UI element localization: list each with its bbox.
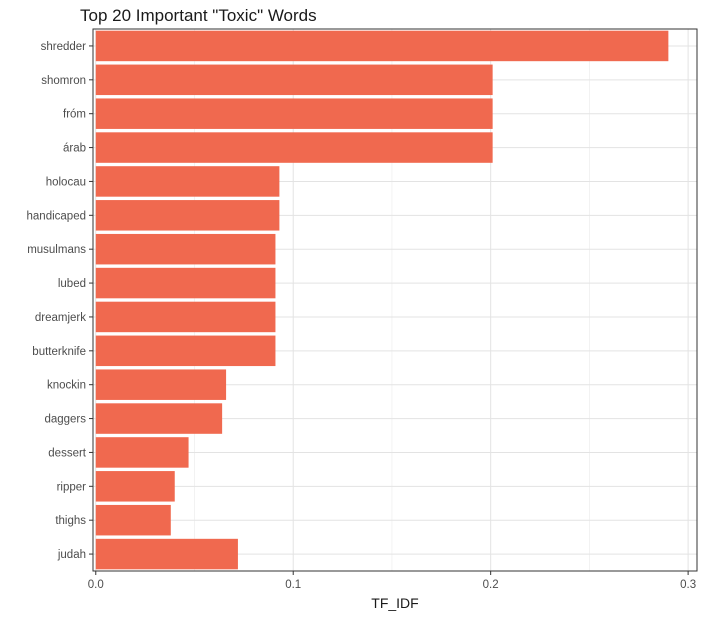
bar-knockin <box>95 369 227 400</box>
bar-daggers <box>95 403 223 434</box>
bar-butterknife <box>95 335 276 367</box>
bar-thighs <box>95 504 171 536</box>
y-axis-ticks: shredder shomron fróm árab holocau handicaped… <box>27 41 93 561</box>
x-axis-title: TF_IDF <box>371 595 418 611</box>
x-tick-label: 0.1 <box>285 579 301 591</box>
bars <box>95 30 669 570</box>
y-tick-label: thighs <box>55 515 86 527</box>
bar-ripper <box>95 471 175 502</box>
x-tick-label: 0.3 <box>680 579 696 591</box>
x-tick-label: 0.0 <box>88 579 104 591</box>
bar-fróm <box>95 98 493 129</box>
bar-lubed <box>95 267 276 299</box>
y-tick-label: butterknife <box>32 346 86 358</box>
bar-handicaped <box>95 200 280 231</box>
y-tick-label: shomron <box>41 75 86 87</box>
bar-shredder <box>95 30 669 62</box>
y-tick-label: holocau <box>46 176 86 188</box>
y-tick-label: musulmans <box>27 244 86 256</box>
y-tick-label: daggers <box>44 414 86 426</box>
bar-dessert <box>95 437 189 468</box>
bar-musulmans <box>95 233 276 265</box>
y-tick-label: lubed <box>58 278 86 290</box>
y-tick-label: fróm <box>63 109 86 121</box>
chart-title: Top 20 Important "Toxic" Words <box>80 6 317 25</box>
y-tick-label: knockin <box>47 380 86 392</box>
x-tick-label: 0.2 <box>483 579 499 591</box>
bar-dreamjerk <box>95 301 276 333</box>
y-tick-label: dessert <box>48 447 87 459</box>
y-tick-label: judah <box>57 549 86 561</box>
bar-holocau <box>95 166 280 197</box>
y-tick-label: shredder <box>41 41 87 53</box>
bar-judah <box>95 538 238 570</box>
bar-shomron <box>95 64 493 96</box>
y-tick-label: ripper <box>57 481 87 493</box>
y-tick-label: árab <box>63 143 86 155</box>
y-tick-label: handicaped <box>27 210 86 222</box>
plot-border <box>92 28 698 572</box>
x-axis-ticks: 0.0 0.1 0.2 0.3 <box>88 571 696 591</box>
y-tick-label: dreamjerk <box>35 312 86 324</box>
bar-árab <box>95 132 493 163</box>
